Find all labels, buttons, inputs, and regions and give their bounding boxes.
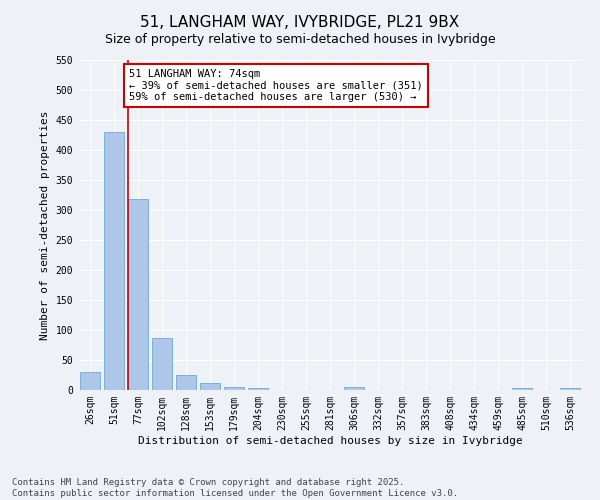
Bar [200,383,220,390]
Bar [80,372,100,390]
Text: Contains HM Land Registry data © Crown copyright and database right 2025.
Contai: Contains HM Land Registry data © Crown c… [12,478,458,498]
X-axis label: Distribution of semi-detached houses by size in Ivybridge: Distribution of semi-detached houses by … [137,436,523,446]
Bar [128,199,148,390]
Bar [560,388,580,390]
Text: Size of property relative to semi-detached houses in Ivybridge: Size of property relative to semi-detach… [104,32,496,46]
Text: 51, LANGHAM WAY, IVYBRIDGE, PL21 9BX: 51, LANGHAM WAY, IVYBRIDGE, PL21 9BX [140,15,460,30]
Bar [176,375,196,390]
Y-axis label: Number of semi-detached properties: Number of semi-detached properties [40,110,50,340]
Bar [512,388,532,390]
Bar [104,132,124,390]
Bar [152,338,172,390]
Text: 51 LANGHAM WAY: 74sqm
← 39% of semi-detached houses are smaller (351)
59% of sem: 51 LANGHAM WAY: 74sqm ← 39% of semi-deta… [129,69,423,102]
Bar [224,387,244,390]
Bar [344,387,364,390]
Bar [248,388,268,390]
